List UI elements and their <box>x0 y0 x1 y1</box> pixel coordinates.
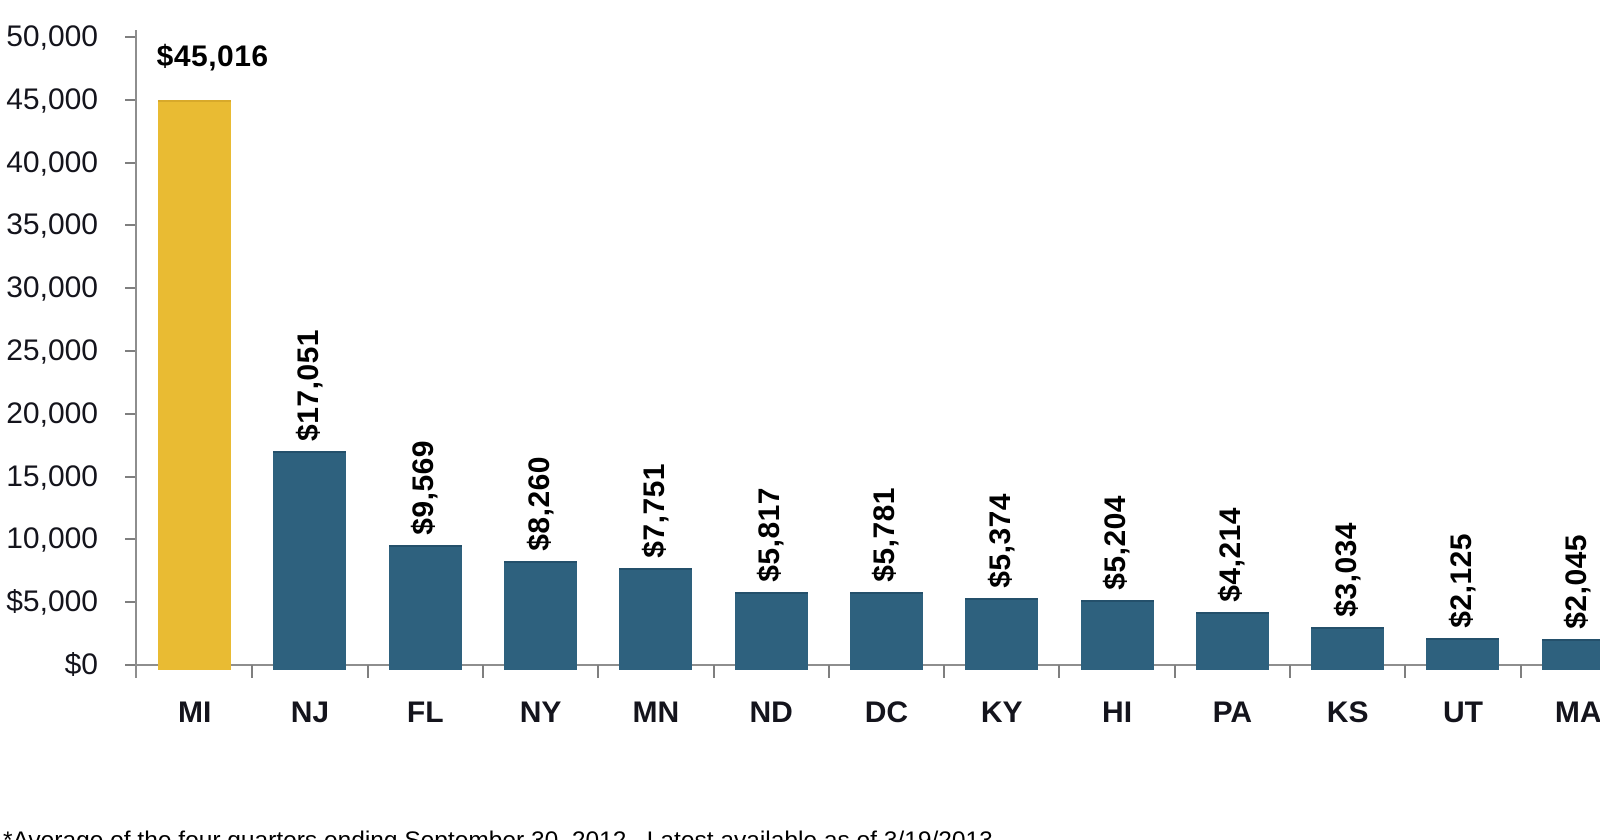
y-tick <box>125 36 135 38</box>
x-category-label: PA <box>1212 696 1253 729</box>
x-tick <box>1519 665 1522 678</box>
x-category-label: KY <box>980 696 1023 729</box>
bar-NJ <box>273 451 347 670</box>
y-tick <box>125 287 135 290</box>
x-category-label: ND <box>749 696 793 729</box>
y-axis-line <box>135 30 137 678</box>
bar-value-label: $2,045 <box>1560 534 1594 629</box>
bar-NY <box>504 561 578 670</box>
footnote-block: *Average of the four quarters ending Sep… <box>3 748 1563 840</box>
footnote-line: *Average of the four quarters ending Sep… <box>3 822 1563 840</box>
x-tick <box>712 665 715 678</box>
bar-DC <box>849 592 923 670</box>
x-tick <box>597 665 600 678</box>
bar-value-label: $8,260 <box>522 456 556 551</box>
y-tick-label: 45,000 <box>6 82 98 116</box>
bar-MN <box>619 568 693 670</box>
x-tick <box>827 665 830 678</box>
bar-KS <box>1311 627 1385 670</box>
x-category-label: MN <box>632 696 680 729</box>
bar-value-label: $4,214 <box>1214 507 1248 602</box>
x-category-label: NJ <box>290 696 330 729</box>
y-tick-label: $0 <box>64 648 98 681</box>
bar-value-label: $5,374 <box>983 493 1017 588</box>
y-tick-label: 20,000 <box>6 396 98 430</box>
x-tick <box>366 665 369 678</box>
bar-MA <box>1541 639 1600 670</box>
x-category-label: DC <box>864 696 909 729</box>
bar-value-label: $5,781 <box>868 487 902 582</box>
bar-value-label: $9,569 <box>407 440 441 535</box>
x-tick <box>943 665 946 678</box>
y-tick <box>125 224 135 227</box>
x-tick <box>1289 665 1291 678</box>
bar-value-label: $5,817 <box>753 487 787 582</box>
y-tick-label: 40,000 <box>6 145 98 179</box>
x-category-label: MA <box>1554 696 1600 729</box>
y-tick-label: 30,000 <box>6 271 98 305</box>
x-tick <box>251 665 254 678</box>
bar-value-label: $3,034 <box>1329 522 1363 617</box>
bar-value-label: $17,051 <box>291 329 325 441</box>
bar-UT <box>1426 638 1500 670</box>
bar-value-label: $45,016 <box>156 40 269 73</box>
x-category-label: KS <box>1326 696 1369 729</box>
bar-KY <box>965 598 1039 670</box>
x-category-label: FL <box>406 696 444 729</box>
y-tick-label: 25,000 <box>6 334 98 367</box>
bar-MI <box>158 100 232 670</box>
y-tick-label: 15,000 <box>6 459 98 493</box>
y-tick <box>125 601 135 604</box>
x-tick <box>1173 665 1176 678</box>
x-category-label: HI <box>1102 696 1133 729</box>
bar-PA <box>1195 612 1269 670</box>
y-tick-label: 50,000 <box>6 20 98 53</box>
x-category-label: UT <box>1442 696 1483 729</box>
x-tick <box>1058 665 1061 678</box>
y-tick-label: 10,000 <box>6 522 98 556</box>
y-tick <box>125 161 135 164</box>
x-category-label: NY <box>519 696 562 729</box>
y-tick <box>125 98 135 101</box>
y-tick-label: $5,000 <box>6 585 98 619</box>
y-tick <box>125 412 135 415</box>
x-category-label: MI <box>177 696 212 729</box>
bar-HI <box>1080 600 1154 670</box>
y-tick <box>125 664 135 666</box>
y-tick <box>125 475 135 478</box>
x-tick <box>481 665 484 678</box>
y-tick <box>125 350 135 352</box>
y-tick-label: 35,000 <box>6 208 98 242</box>
x-tick <box>1404 665 1407 678</box>
y-tick <box>125 538 135 541</box>
bar-value-label: $5,204 <box>1099 495 1133 590</box>
bar-FL <box>388 545 462 670</box>
bar-value-label: $2,125 <box>1444 533 1478 628</box>
bar-value-label: $7,751 <box>637 463 671 558</box>
bar-ND <box>734 592 808 670</box>
